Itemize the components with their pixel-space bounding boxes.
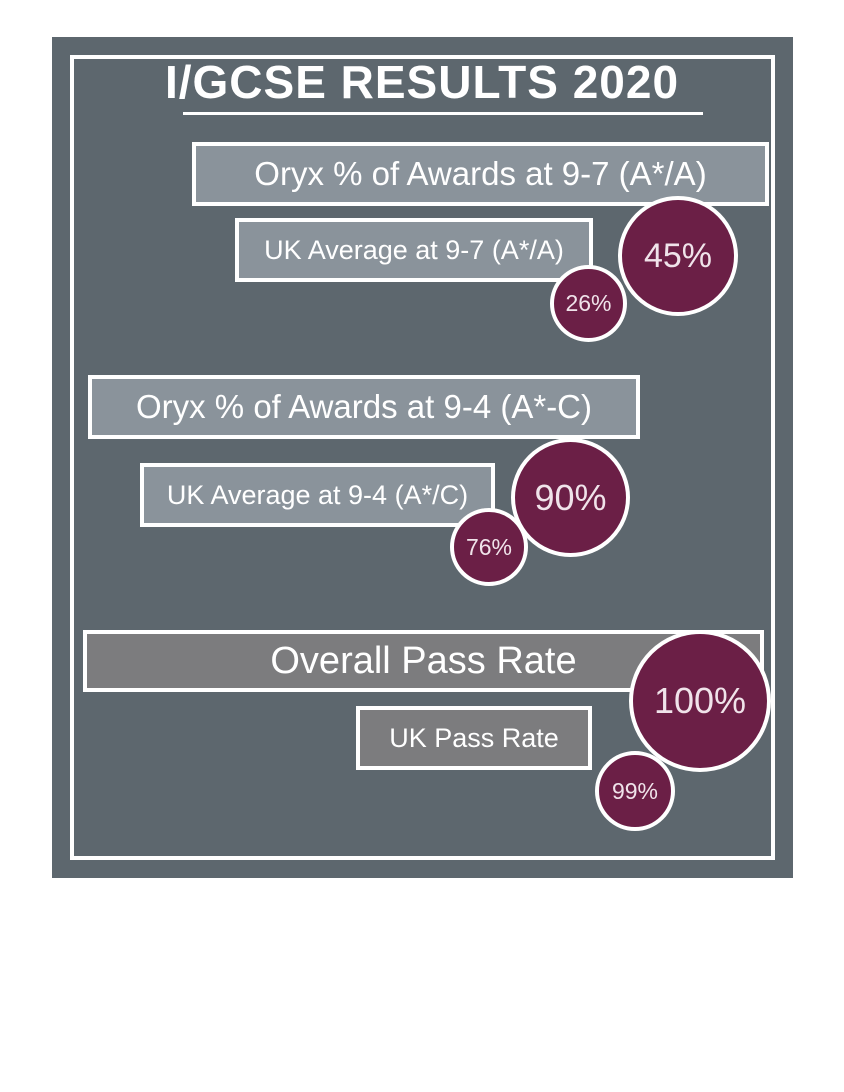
oryx-9-4-value: 90%	[534, 476, 607, 518]
overall-pass-rate-value-circle: 100%	[629, 630, 771, 772]
overall-pass-rate-value: 100%	[653, 680, 747, 721]
uk-pass-rate-bar: UK Pass Rate	[356, 706, 592, 770]
uk-pass-rate-value: 99%	[611, 777, 659, 804]
uk-average-9-7-bar: UK Average at 9-7 (A*/A)	[235, 218, 593, 282]
uk-average-9-4-value-circle: 76%	[450, 508, 528, 586]
uk-pass-rate-value-circle: 99%	[595, 751, 675, 831]
uk-pass-rate-label: UK Pass Rate	[389, 722, 559, 753]
oryx-9-4-label: Oryx % of Awards at 9-4 (A*-C)	[135, 388, 593, 425]
page-title: I/GCSE RESULTS 2020	[164, 56, 680, 108]
uk-average-9-4-label: UK Average at 9-4 (A*/C)	[166, 479, 469, 510]
oryx-9-7-value: 45%	[643, 236, 713, 275]
panel-inner-frame	[70, 55, 775, 860]
oryx-9-4-bar: Oryx % of Awards at 9-4 (A*-C)	[88, 375, 640, 439]
uk-average-9-4-value: 76%	[465, 533, 513, 560]
uk-average-9-7-value-circle: 26%	[550, 265, 627, 342]
uk-average-9-4-bar: UK Average at 9-4 (A*/C)	[140, 463, 495, 527]
oryx-9-7-bar: Oryx % of Awards at 9-7 (A*/A)	[192, 142, 769, 206]
overall-pass-rate-label: Overall Pass Rate	[270, 639, 577, 682]
oryx-9-4-value-circle: 90%	[511, 438, 630, 557]
overall-pass-rate-bar: Overall Pass Rate	[83, 630, 764, 692]
oryx-9-7-label: Oryx % of Awards at 9-7 (A*/A)	[254, 155, 707, 192]
uk-average-9-7-value: 26%	[565, 290, 612, 316]
oryx-9-7-value-circle: 45%	[618, 196, 738, 316]
title-underline	[183, 112, 703, 115]
uk-average-9-7-label: UK Average at 9-7 (A*/A)	[264, 234, 564, 265]
